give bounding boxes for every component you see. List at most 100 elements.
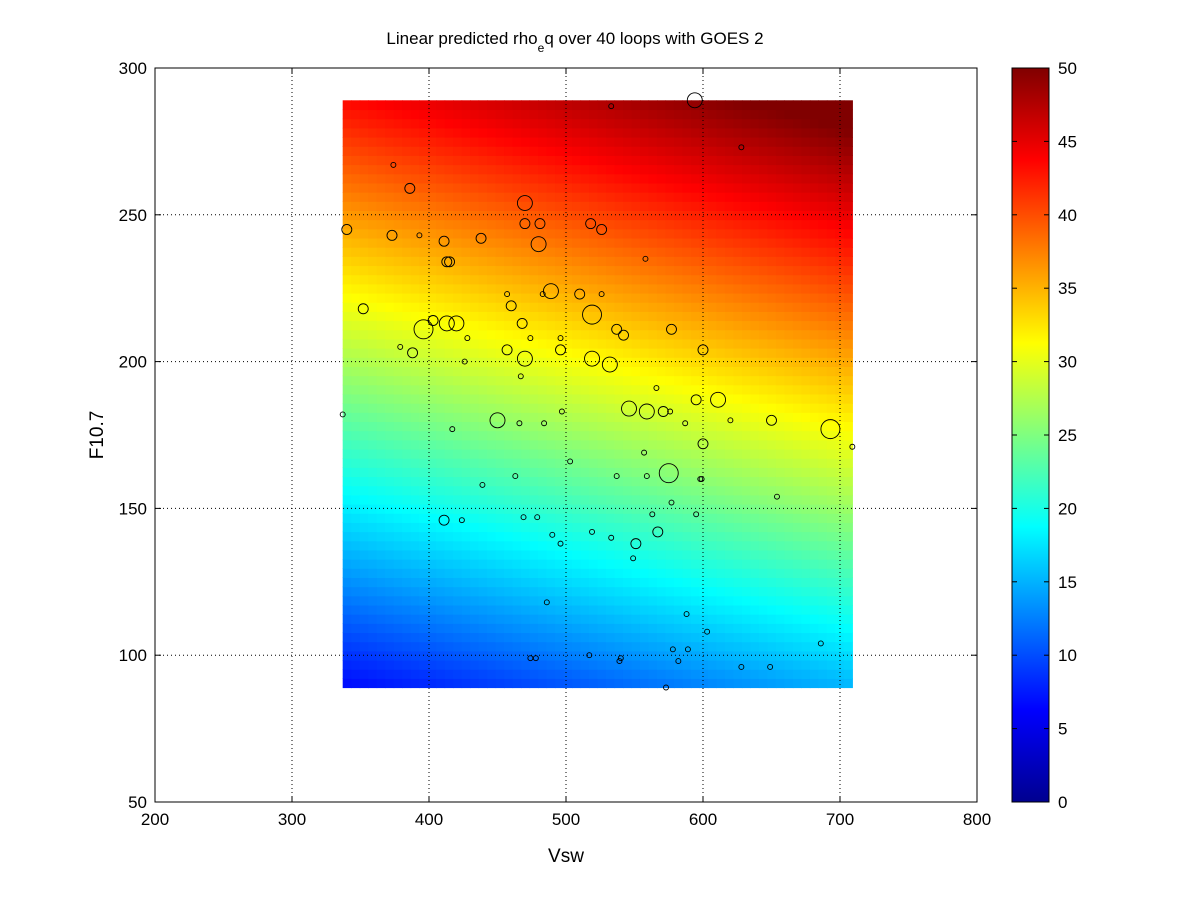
heatmap-cell: [622, 531, 633, 542]
heatmap-cell: [555, 100, 565, 111]
heatmap-cell: [529, 127, 539, 138]
heatmap-cell: [707, 586, 718, 597]
heatmap-cell: [427, 265, 437, 276]
heatmap-cell: [809, 118, 819, 129]
heatmap-cell: [597, 614, 607, 624]
heatmap-cell: [716, 522, 726, 533]
heatmap-cell: [809, 283, 819, 294]
heatmap-cell: [427, 338, 437, 349]
heatmap-cell: [775, 182, 785, 193]
heatmap-cell: [826, 283, 836, 294]
heatmap-cell: [606, 302, 616, 312]
heatmap-cell: [792, 494, 802, 505]
heatmap-cell: [393, 375, 403, 386]
heatmap-cell: [436, 311, 446, 322]
heatmap-cell: [359, 549, 369, 560]
heatmap-cell: [478, 632, 488, 643]
heatmap-cell: [402, 568, 412, 578]
heatmap-cell: [580, 256, 590, 267]
heatmap-cell: [656, 586, 667, 597]
heatmap-cell: [597, 458, 607, 468]
heatmap-cell: [775, 292, 785, 303]
heatmap-cell: [546, 549, 556, 560]
heatmap-cell: [597, 586, 607, 597]
heatmap-cell: [775, 109, 785, 120]
heatmap-cell: [733, 302, 743, 312]
heatmap-cell: [614, 513, 624, 523]
heatmap-cell: [461, 329, 471, 340]
heatmap-cell: [767, 430, 777, 441]
heatmap-cell: [750, 586, 760, 597]
heatmap-cell: [818, 210, 828, 221]
heatmap-cell: [385, 274, 395, 285]
heatmap-cell: [835, 201, 845, 211]
heatmap-cell: [758, 155, 768, 166]
heatmap-cell: [818, 485, 828, 496]
heatmap-cell: [784, 522, 794, 533]
heatmap-cell: [648, 540, 658, 551]
heatmap-cell: [690, 448, 701, 459]
heatmap-cell: [529, 531, 539, 542]
scatter-point: [669, 646, 676, 653]
heatmap-cell: [368, 467, 378, 478]
heatmap-cell: [801, 614, 811, 624]
heatmap-cell: [580, 311, 590, 322]
heatmap-cell: [724, 623, 735, 634]
heatmap-cell: [767, 641, 777, 652]
heatmap-cell: [758, 448, 768, 459]
heatmap-cell: [682, 292, 692, 303]
heatmap-cell: [639, 320, 650, 331]
scatter-point: [668, 499, 675, 506]
heatmap-cell: [801, 623, 811, 634]
heatmap-cell: [538, 127, 548, 138]
heatmap-cell: [589, 164, 599, 175]
heatmap-cell: [419, 219, 429, 230]
heatmap-cell: [436, 430, 446, 441]
heatmap-cell: [444, 540, 454, 551]
heatmap-cell: [648, 513, 658, 523]
heatmap-cell: [631, 531, 641, 542]
heatmap-cell: [682, 595, 692, 606]
heatmap-cell: [682, 439, 692, 450]
heatmap-cell: [597, 256, 607, 267]
heatmap-cell: [495, 118, 505, 129]
heatmap-cell: [716, 650, 726, 661]
heatmap-cell: [716, 412, 726, 423]
x-tick-label: 500: [552, 810, 580, 829]
heatmap-cell: [656, 604, 667, 615]
heatmap-cell: [512, 421, 522, 432]
heatmap-cell: [597, 201, 607, 211]
heatmap-cell: [775, 228, 785, 239]
heatmap-cell: [843, 393, 853, 404]
heatmap-cell: [376, 182, 386, 193]
heatmap-cell: [470, 430, 480, 441]
heatmap-cell: [538, 274, 548, 285]
heatmap-cell: [809, 302, 819, 312]
heatmap-cell: [673, 604, 684, 615]
heatmap-cell: [648, 237, 658, 248]
heatmap-cell: [351, 577, 361, 588]
heatmap-cell: [487, 118, 497, 129]
heatmap-cell: [529, 430, 539, 441]
heatmap-cell: [589, 393, 599, 404]
heatmap-cell: [470, 118, 480, 129]
heatmap-cell: [631, 513, 641, 523]
heatmap-cell: [835, 384, 845, 395]
heatmap-cell: [767, 522, 777, 533]
heatmap-cell: [673, 320, 684, 331]
heatmap-cell: [504, 421, 514, 432]
heatmap-cell: [597, 595, 607, 606]
heatmap-cell: [504, 338, 514, 349]
heatmap-cell: [410, 348, 420, 358]
heatmap-cell: [597, 659, 607, 670]
heatmap-cell: [656, 650, 667, 661]
heatmap-cell: [792, 164, 802, 175]
heatmap-cell: [504, 210, 514, 221]
heatmap-cell: [792, 228, 802, 239]
heatmap-cell: [504, 173, 514, 184]
heatmap-cell: [461, 283, 471, 294]
heatmap-cell: [436, 604, 446, 615]
heatmap-cell: [538, 366, 548, 377]
heatmap-cell: [784, 513, 794, 523]
heatmap-cell: [461, 302, 471, 312]
